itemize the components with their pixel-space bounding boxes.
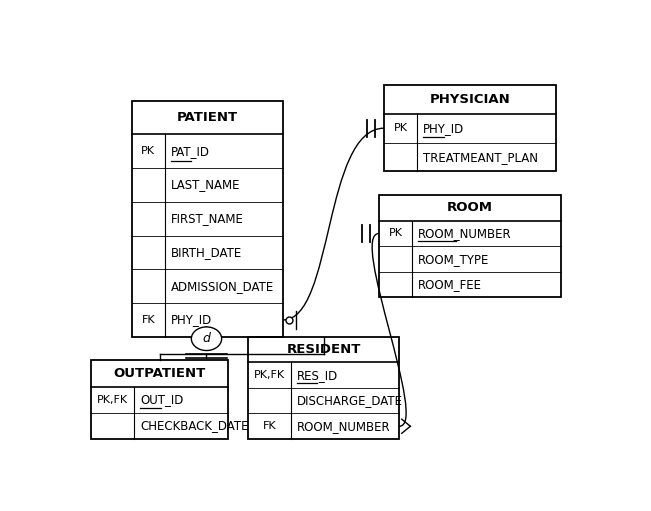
Text: FK: FK bbox=[141, 315, 155, 325]
Circle shape bbox=[191, 327, 221, 351]
Bar bbox=[248, 337, 399, 439]
Text: ADMISSION_DATE: ADMISSION_DATE bbox=[171, 280, 274, 293]
Bar bbox=[379, 195, 561, 297]
Text: PK: PK bbox=[389, 228, 402, 239]
Bar bbox=[91, 360, 228, 439]
Text: PK: PK bbox=[141, 146, 155, 156]
Text: ROOM_TYPE: ROOM_TYPE bbox=[418, 252, 490, 266]
Text: PK,FK: PK,FK bbox=[98, 394, 128, 405]
Text: PK: PK bbox=[393, 123, 408, 133]
Text: PATIENT: PATIENT bbox=[177, 111, 238, 124]
Bar bbox=[132, 101, 283, 337]
Text: RES_ID: RES_ID bbox=[297, 368, 338, 382]
Text: RESIDENT: RESIDENT bbox=[286, 343, 361, 356]
Text: ROOM_NUMBER: ROOM_NUMBER bbox=[418, 227, 512, 240]
Text: TREATMEANT_PLAN: TREATMEANT_PLAN bbox=[423, 151, 538, 164]
Text: OUT_ID: OUT_ID bbox=[141, 393, 184, 406]
Text: PHY_ID: PHY_ID bbox=[171, 313, 212, 327]
Bar bbox=[91, 360, 228, 439]
Text: FK: FK bbox=[262, 421, 276, 431]
Text: d: d bbox=[202, 332, 210, 345]
Text: PAT_ID: PAT_ID bbox=[171, 145, 210, 158]
Text: BIRTH_DATE: BIRTH_DATE bbox=[171, 246, 242, 259]
Bar bbox=[379, 195, 561, 297]
Bar bbox=[384, 85, 555, 172]
Text: PHY_ID: PHY_ID bbox=[423, 122, 464, 135]
Text: PHYSICIAN: PHYSICIAN bbox=[430, 93, 510, 106]
Bar bbox=[248, 337, 399, 439]
Text: FIRST_NAME: FIRST_NAME bbox=[171, 212, 243, 225]
Bar bbox=[384, 85, 555, 172]
Text: ROOM_FEE: ROOM_FEE bbox=[418, 278, 482, 291]
Text: LAST_NAME: LAST_NAME bbox=[171, 178, 240, 192]
Bar bbox=[132, 101, 283, 337]
Text: CHECKBACK_DATE: CHECKBACK_DATE bbox=[141, 420, 249, 432]
Text: ROOM: ROOM bbox=[447, 201, 493, 215]
Text: OUTPATIENT: OUTPATIENT bbox=[113, 367, 206, 380]
Text: ROOM_NUMBER: ROOM_NUMBER bbox=[297, 420, 391, 433]
Text: DISCHARGE_DATE: DISCHARGE_DATE bbox=[297, 394, 403, 407]
Text: PK,FK: PK,FK bbox=[254, 370, 285, 380]
